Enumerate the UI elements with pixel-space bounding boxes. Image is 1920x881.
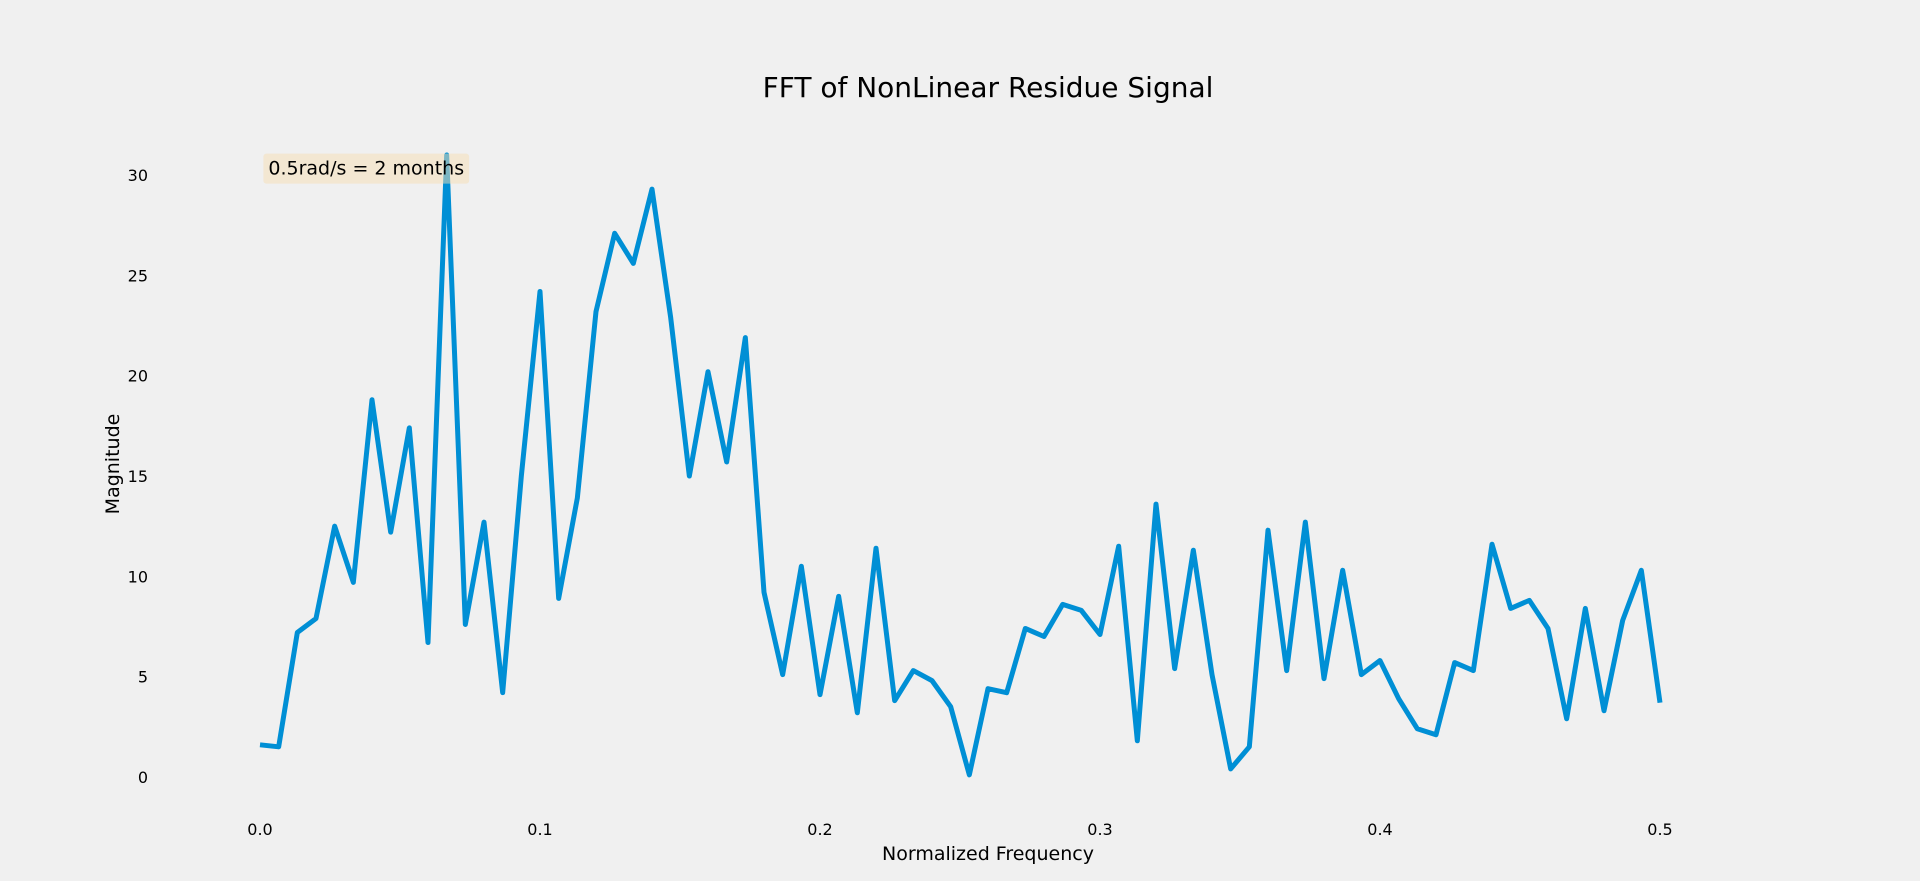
x-tick-label: 0.3 xyxy=(1087,820,1112,839)
x-tick-label: 0.0 xyxy=(247,820,272,839)
y-axis-ticks: 0 5 10 15 20 25 30 xyxy=(128,166,148,787)
y-tick-label: 20 xyxy=(128,367,148,386)
x-axis-label: Normalized Frequency xyxy=(882,843,1094,865)
x-axis-ticks: 0.0 0.1 0.2 0.3 0.4 0.5 xyxy=(247,820,1672,839)
y-tick-label: 5 xyxy=(138,668,148,687)
series-layer xyxy=(259,152,1663,778)
annotation-box xyxy=(263,153,470,184)
annotation-text: 0.5rad/s = 2 months xyxy=(268,158,464,180)
y-tick-label: 25 xyxy=(128,266,148,285)
y-axis-label: Magnitude xyxy=(102,414,124,515)
chart-title: FFT of NonLinear Residue Signal xyxy=(763,71,1214,104)
annotation-layer: 0.5rad/s = 2 months xyxy=(263,153,470,184)
y-tick-label: 30 xyxy=(128,166,148,185)
y-tick-label: 10 xyxy=(128,567,148,586)
x-tick-label: 0.1 xyxy=(527,820,552,839)
annotation: 0.5rad/s = 2 months xyxy=(263,153,470,184)
y-tick-label: 0 xyxy=(138,768,148,787)
series-line xyxy=(259,152,1663,778)
y-tick-label: 15 xyxy=(128,467,148,486)
x-tick-label: 0.2 xyxy=(807,820,832,839)
x-tick-label: 0.5 xyxy=(1647,820,1672,839)
x-tick-label: 0.4 xyxy=(1367,820,1392,839)
